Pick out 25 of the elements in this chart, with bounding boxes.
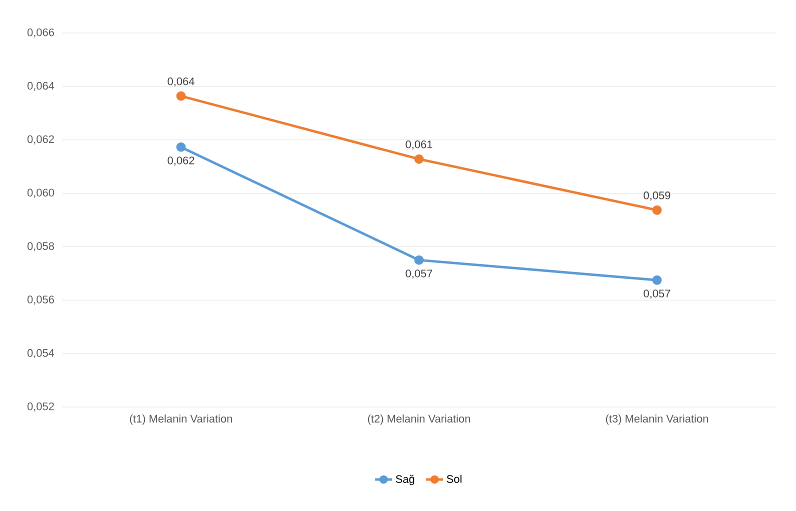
data-label: 0,064 [168, 77, 194, 87]
y-tick-label: 0,058 [27, 242, 54, 252]
y-tick-label: 0,064 [27, 82, 54, 91]
legend-label: Sağ [396, 474, 414, 486]
y-tick-label: 0,062 [27, 135, 54, 144]
data-label: 0,057 [644, 290, 670, 299]
data-label: 0,062 [168, 156, 194, 166]
data-label: 0,057 [406, 270, 432, 279]
y-tick-label: 0,052 [27, 402, 54, 412]
legend-label: Sol [446, 474, 462, 483]
y-tick-label: 0,056 [27, 296, 54, 305]
data-label: 0,059 [644, 192, 670, 201]
point [414, 154, 424, 164]
x-tick-label: (t3) Melanin Variation [606, 414, 708, 425]
point [652, 205, 662, 215]
point [414, 255, 424, 265]
point [176, 142, 186, 152]
y-tick-label: 0,066 [27, 28, 54, 38]
point [652, 275, 662, 285]
data-label: 0,061 [406, 140, 432, 150]
y-tick-label: 0,054 [27, 349, 54, 358]
x-tick-label: (t2) Melanin Variation [368, 414, 470, 425]
y-tick-label: 0,060 [27, 188, 54, 198]
x-tick-label: (t1) Melanin Variation [130, 414, 232, 425]
point [176, 91, 186, 101]
